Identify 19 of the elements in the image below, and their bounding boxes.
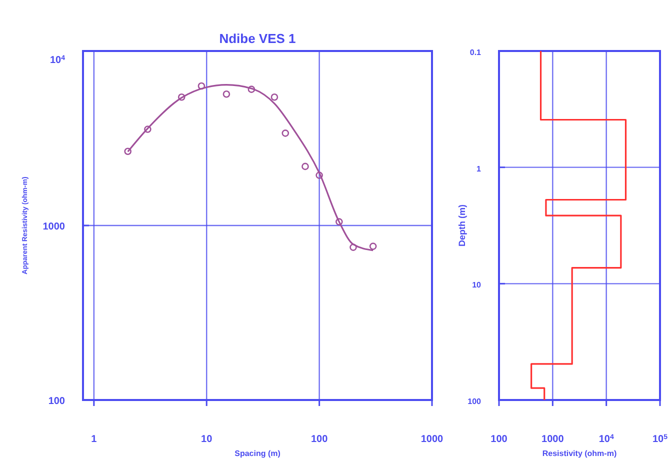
x-tick-label: 1 [91,434,98,445]
y-tick-label: 100 [468,397,482,406]
y-tick-label: 0.1 [470,48,482,57]
y-tick-label: 1 [476,164,482,174]
chart-title: Ndibe VES 1 [219,31,296,46]
x-axis-title: Spacing (m) [234,449,281,458]
y-tick-label: 10$^{4}$ [50,54,66,66]
y-tick-label: 10 [472,280,482,290]
y-axis-title: Depth (m) [457,204,467,246]
y-tick-label: 100 [48,396,66,407]
x-tick-label: 1000 [420,434,444,445]
x-tick-label: 100 [490,434,508,445]
x-tick-label: 10$^{4}$ [598,434,614,445]
y-tick-label: 1000 [42,222,66,232]
x-tick-label: 100 [310,434,328,445]
x-tick-label: 10 [201,434,213,445]
x-tick-label: 10$^{5}$ [652,434,668,445]
x-tick-label: 1000 [542,434,564,445]
x-axis-title: Resistivity (ohm-m) [542,449,617,458]
